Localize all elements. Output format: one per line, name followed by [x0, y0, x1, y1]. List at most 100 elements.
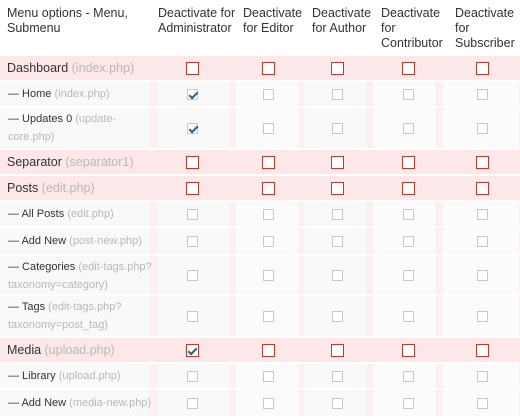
deactivate-editor-checkbox[interactable] [262, 371, 274, 382]
table-cell [0, 364, 150, 388]
table-row: — Tags (edit-tags.php? taxonomy=post_tag) [0, 296, 520, 336]
menu-item-name: — Updates 0 [8, 113, 73, 125]
deactivate-author-checkbox[interactable] [330, 182, 344, 195]
menu-item-name: Posts [7, 181, 39, 195]
deactivate-author-checkbox[interactable] [331, 398, 343, 409]
table-row: Posts (edit.php) [0, 176, 520, 200]
deactivate-editor-checkbox[interactable] [262, 209, 274, 220]
menu-item-slug: (media-new.php) [69, 397, 152, 409]
menu-item-label: Dashboard (index.php) [7, 59, 134, 77]
table-row: — Add New (media-new.php) [0, 390, 520, 416]
deactivate-editor-checkbox[interactable] [262, 89, 274, 100]
deactivate-subscriber-checkbox[interactable] [476, 209, 488, 220]
deactivate-contributor-checkbox[interactable] [402, 398, 414, 409]
deactivate-administrator-checkbox[interactable] [186, 270, 198, 281]
deactivate-editor-checkbox[interactable] [261, 344, 275, 357]
deactivate-administrator-checkbox[interactable] [186, 209, 198, 220]
deactivate-contributor-checkbox[interactable] [402, 270, 414, 281]
deactivate-author-checkbox[interactable] [331, 311, 343, 322]
deactivate-administrator-checkbox[interactable] [186, 89, 198, 100]
deactivate-editor-checkbox[interactable] [261, 62, 275, 75]
menu-item-label: Media (upload.php) [7, 341, 115, 359]
deactivate-editor-checkbox[interactable] [261, 156, 275, 169]
menu-item-name: — Home [8, 88, 52, 100]
deactivate-author-checkbox[interactable] [331, 89, 343, 100]
deactivate-editor-checkbox[interactable] [261, 182, 275, 195]
deactivate-contributor-checkbox[interactable] [401, 344, 415, 357]
menu-item-name: — Add New [8, 235, 67, 247]
deactivate-author-checkbox[interactable] [331, 123, 343, 134]
deactivate-editor-checkbox[interactable] [262, 398, 274, 409]
deactivate-contributor-checkbox[interactable] [402, 123, 414, 134]
deactivate-contributor-checkbox[interactable] [402, 371, 414, 382]
deactivate-author-checkbox[interactable] [331, 209, 343, 220]
deactivate-contributor-checkbox[interactable] [402, 89, 414, 100]
deactivate-administrator-checkbox[interactable] [185, 182, 199, 195]
deactivate-administrator-checkbox[interactable] [186, 371, 198, 382]
deactivate-subscriber-checkbox[interactable] [476, 123, 488, 134]
header-author: Deactivate for Author [312, 6, 372, 35]
deactivate-author-checkbox[interactable] [330, 344, 344, 357]
menu-item-label: — Tags (edit-tags.php? taxonomy=post_tag) [8, 298, 122, 334]
deactivate-contributor-checkbox[interactable] [401, 182, 415, 195]
deactivate-author-checkbox[interactable] [331, 371, 343, 382]
deactivate-subscriber-checkbox[interactable] [476, 398, 488, 409]
table-cell [0, 390, 150, 416]
deactivate-administrator-checkbox[interactable] [185, 344, 199, 357]
menu-item-slug: (edit-tags.php? [78, 261, 152, 273]
deactivate-subscriber-checkbox[interactable] [476, 236, 488, 247]
deactivate-contributor-checkbox[interactable] [402, 311, 414, 322]
menu-item-slug-continued: taxonomy=category) [8, 279, 108, 291]
deactivate-administrator-checkbox[interactable] [185, 156, 199, 169]
deactivate-editor-checkbox[interactable] [262, 236, 274, 247]
deactivate-subscriber-checkbox[interactable] [476, 311, 488, 322]
deactivate-author-checkbox[interactable] [330, 62, 344, 75]
header-menu-options: Menu options - Menu, Submenu [7, 6, 128, 35]
deactivate-contributor-checkbox[interactable] [402, 236, 414, 247]
deactivate-subscriber-checkbox[interactable] [475, 156, 489, 169]
table-row: — Categories (edit-tags.php? taxonomy=cat… [0, 256, 520, 294]
menu-item-label: — Updates 0 (update-core.php) [8, 110, 116, 146]
menu-item-name: — Add New [8, 397, 67, 409]
deactivate-contributor-checkbox[interactable] [402, 209, 414, 220]
menu-item-slug: (upload.php) [44, 343, 115, 357]
table-row: Media (upload.php) [0, 338, 520, 362]
table-row: — Home (index.php) [0, 82, 520, 106]
deactivate-administrator-checkbox[interactable] [186, 311, 198, 322]
menu-item-name: — All Posts [8, 208, 65, 220]
deactivate-author-checkbox[interactable] [331, 270, 343, 281]
deactivate-editor-checkbox[interactable] [262, 311, 274, 322]
table-row: — Add New (post-new.php) [0, 228, 520, 254]
deactivate-subscriber-checkbox[interactable] [476, 371, 488, 382]
deactivate-administrator-checkbox[interactable] [185, 62, 199, 75]
deactivate-subscriber-checkbox[interactable] [475, 344, 489, 357]
deactivate-author-checkbox[interactable] [330, 156, 344, 169]
deactivate-author-checkbox[interactable] [331, 236, 343, 247]
menu-item-slug: (index.php) [54, 88, 110, 100]
menu-item-slug: (edit.php) [41, 181, 95, 195]
deactivate-administrator-checkbox[interactable] [186, 123, 198, 134]
menu-item-name: — Categories [8, 261, 76, 273]
deactivate-administrator-checkbox[interactable] [186, 236, 198, 247]
table-row: — Updates 0 (update-core.php) [0, 108, 520, 148]
deactivate-subscriber-checkbox[interactable] [475, 62, 489, 75]
menu-item-slug: (index.php) [71, 61, 135, 75]
menu-item-name: Separator [7, 155, 62, 169]
deactivate-subscriber-checkbox[interactable] [475, 182, 489, 195]
deactivate-editor-checkbox[interactable] [262, 123, 274, 134]
menu-item-name: Dashboard [7, 61, 69, 75]
deactivate-contributor-checkbox[interactable] [401, 156, 415, 169]
table-cell [0, 108, 150, 148]
deactivate-editor-checkbox[interactable] [262, 270, 274, 281]
menu-item-slug: (edit.php) [67, 208, 114, 220]
header-subscriber: Deactivate for Subscriber [455, 6, 515, 50]
deactivate-subscriber-checkbox[interactable] [476, 89, 488, 100]
menu-item-label: — Add New (media-new.php) [8, 394, 151, 412]
deactivate-subscriber-checkbox[interactable] [476, 270, 488, 281]
deactivate-contributor-checkbox[interactable] [401, 62, 415, 75]
header-editor: Deactivate for Editor [243, 6, 303, 35]
menu-item-name: — Library [8, 370, 56, 382]
deactivate-administrator-checkbox[interactable] [186, 398, 198, 409]
table-cell [0, 296, 150, 336]
